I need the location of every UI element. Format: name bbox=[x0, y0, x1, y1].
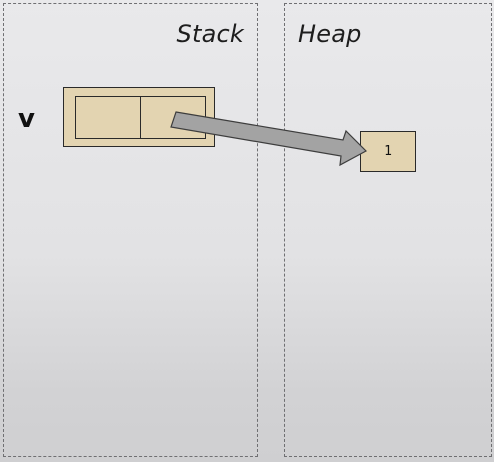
vector-struct bbox=[75, 96, 206, 139]
stack-label: Stack bbox=[176, 20, 244, 48]
heap-region: Heap bbox=[284, 3, 492, 457]
vector-field-pointer bbox=[140, 97, 205, 138]
stack-frame bbox=[63, 87, 215, 147]
vector-field-left bbox=[76, 97, 140, 138]
heap-cell: 1 bbox=[360, 131, 416, 172]
variable-name: v bbox=[18, 104, 35, 134]
stack-region: Stack bbox=[3, 3, 258, 457]
heap-label: Heap bbox=[298, 20, 362, 48]
